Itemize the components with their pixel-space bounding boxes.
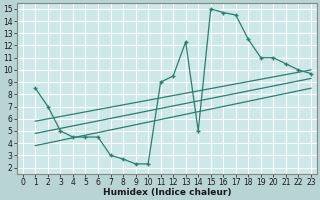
X-axis label: Humidex (Indice chaleur): Humidex (Indice chaleur) [103, 188, 231, 197]
